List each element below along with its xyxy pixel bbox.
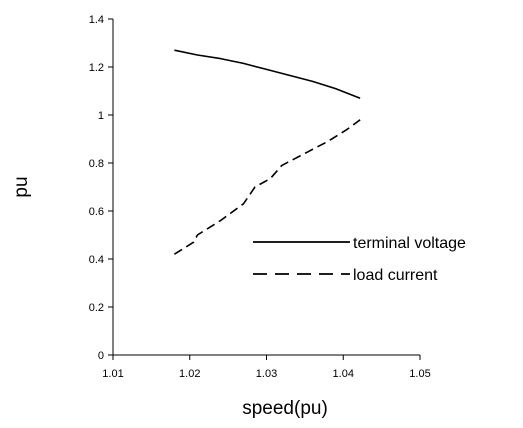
y-tick-label: 1.2 — [89, 62, 104, 74]
x-tick-label: 1.05 — [409, 368, 430, 380]
y-tick-label: 0 — [98, 350, 104, 362]
series-line-load-current — [173, 119, 361, 255]
y-tick-label: 1.4 — [89, 14, 104, 26]
x-tick-label: 1.04 — [333, 368, 354, 380]
x-axis-label: speed(pu) — [242, 398, 328, 419]
series-layer — [173, 49, 361, 255]
y-tick-label: 0.8 — [89, 158, 104, 170]
x-tick-label: 1.02 — [179, 368, 200, 380]
x-tick-label: 1.03 — [256, 368, 277, 380]
y-tick-label: 1 — [98, 110, 104, 122]
y-tick-label: 0.6 — [89, 206, 104, 218]
ticks: 0 0.2 0.4 0.6 0.8 1 1.2 1.4 1.01 1.02 1.03 1.04 1.05 — [89, 14, 431, 380]
series-line-terminal-voltage — [174, 49, 361, 99]
y-tick-label: 0.2 — [89, 302, 104, 314]
y-tick-label: 0.4 — [89, 254, 104, 266]
legend: terminal voltage load current — [253, 235, 466, 284]
legend-label: terminal voltage — [353, 235, 466, 252]
x-tick-label: 1.01 — [102, 368, 123, 380]
legend-label: load current — [353, 267, 438, 284]
y-axis-label: pu — [11, 176, 32, 197]
